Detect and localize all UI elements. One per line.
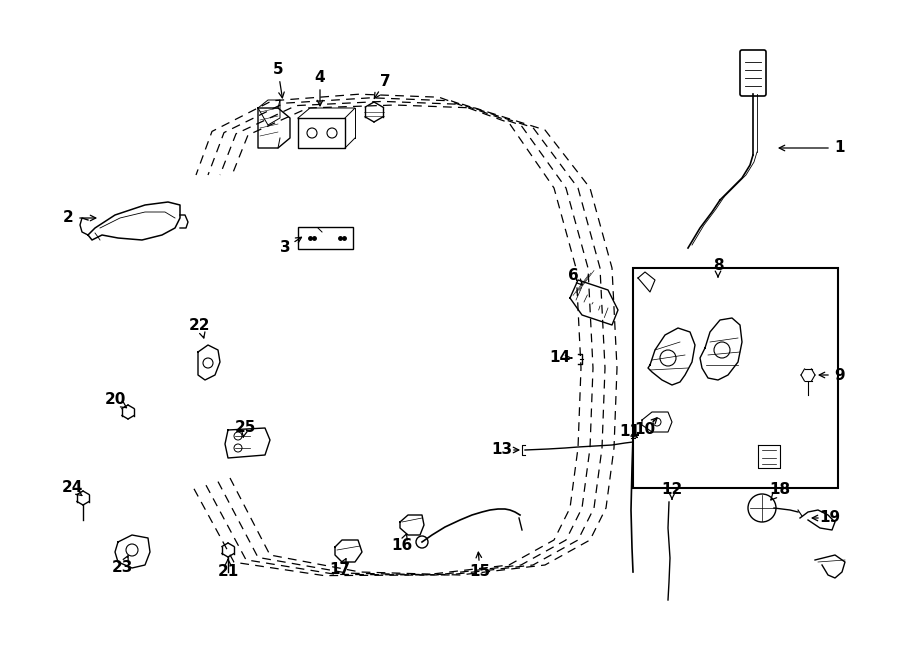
Text: 4: 4 (315, 71, 325, 85)
Text: 7: 7 (380, 75, 391, 89)
Text: 19: 19 (819, 510, 841, 525)
Text: 2: 2 (63, 210, 74, 225)
Text: 25: 25 (234, 420, 256, 436)
Text: 3: 3 (280, 241, 291, 256)
Text: 10: 10 (634, 422, 655, 438)
Text: 18: 18 (770, 483, 790, 498)
Bar (298, 227, 353, 249)
Text: 8: 8 (713, 258, 724, 272)
Text: 13: 13 (491, 442, 513, 457)
Text: 15: 15 (470, 564, 490, 580)
Text: 16: 16 (392, 539, 412, 553)
Text: 9: 9 (834, 368, 845, 383)
Text: 24: 24 (61, 481, 83, 496)
Text: 14: 14 (549, 350, 571, 366)
Text: 21: 21 (218, 564, 238, 580)
Text: 23: 23 (112, 561, 132, 576)
Text: 12: 12 (662, 483, 682, 498)
Text: 17: 17 (329, 563, 351, 578)
Text: 6: 6 (568, 268, 579, 282)
Text: 1: 1 (835, 141, 845, 155)
Text: 5: 5 (273, 63, 284, 77)
Text: 20: 20 (104, 393, 126, 407)
Bar (633, 268, 838, 488)
Text: 11: 11 (619, 424, 641, 440)
Text: 22: 22 (189, 317, 211, 332)
